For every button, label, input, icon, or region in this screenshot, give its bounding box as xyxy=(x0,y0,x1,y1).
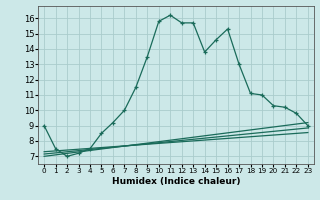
X-axis label: Humidex (Indice chaleur): Humidex (Indice chaleur) xyxy=(112,177,240,186)
